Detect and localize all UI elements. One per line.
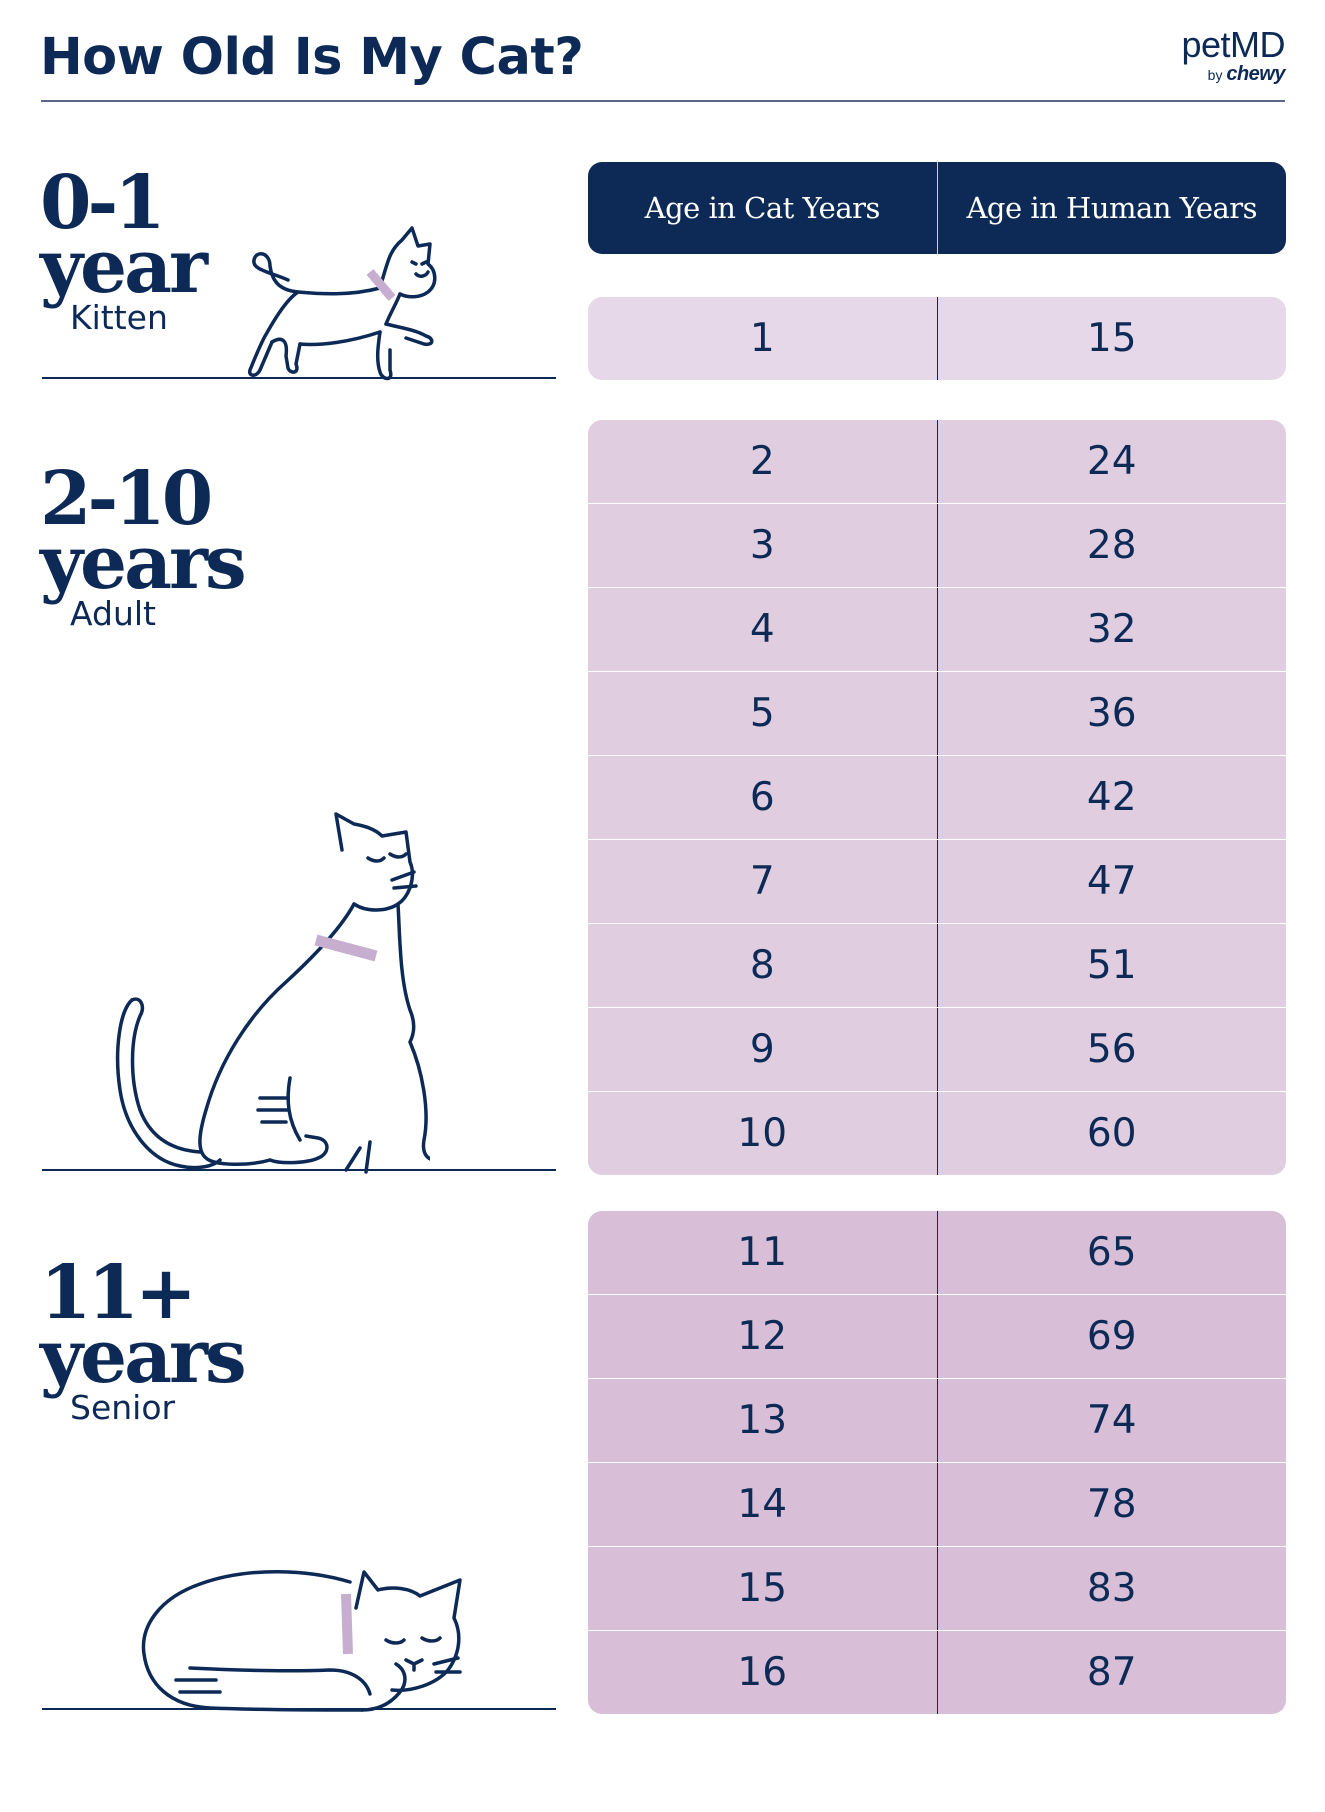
human-years-cell: 78 — [936, 1463, 1287, 1546]
stage-unit: years — [40, 1314, 247, 1400]
table-row: 7 47 — [588, 839, 1286, 923]
human-years-cell: 36 — [936, 672, 1287, 755]
table-row: 2 24 — [588, 420, 1286, 503]
cat-years-cell: 4 — [749, 607, 775, 652]
cat-years-cell: 5 — [749, 691, 775, 736]
cat-years-cell: 8 — [749, 943, 775, 988]
table-header: Age in Cat Years Age in Human Years — [588, 162, 1286, 254]
cat-years-cell: 15 — [737, 1566, 788, 1611]
ground-line — [42, 1169, 556, 1171]
table-row: 1 15 — [588, 297, 1286, 380]
table-row: 16 87 — [588, 1630, 1286, 1714]
cat-years-cell: 6 — [749, 775, 775, 820]
cat-years-cell: 3 — [749, 523, 775, 568]
table-row: 13 74 — [588, 1378, 1286, 1462]
stage-kitten: 0-1 year Kitten — [40, 160, 208, 338]
walking-cat-illustration — [247, 226, 437, 381]
table-row: 6 42 — [588, 755, 1286, 839]
human-years-cell: 28 — [936, 504, 1287, 587]
cat-years-cell: 2 — [749, 439, 775, 484]
stage-unit: years — [40, 520, 247, 606]
ground-line — [42, 377, 556, 379]
human-years-cell: 15 — [936, 297, 1287, 380]
table-row: 8 51 — [588, 923, 1286, 1007]
human-years-cell: 87 — [936, 1631, 1287, 1714]
cat-years-cell: 11 — [737, 1230, 788, 1275]
table-row: 15 83 — [588, 1546, 1286, 1630]
stage-unit: year — [40, 224, 208, 310]
table-row: 9 56 — [588, 1007, 1286, 1091]
sleeping-cat-illustration — [141, 1570, 462, 1712]
table-row: 14 78 — [588, 1462, 1286, 1546]
petmd-logo: petMD by chewy — [1181, 24, 1286, 85]
page-title: How Old Is My Cat? — [40, 28, 584, 87]
human-years-cell: 60 — [936, 1092, 1287, 1175]
stage-label: Adult — [70, 594, 156, 633]
column-header-human-years: Age in Human Years — [936, 162, 1287, 254]
adult-table-block: 2 24 3 28 4 32 5 36 6 42 7 47 8 51 9 56 10 60 — [588, 420, 1286, 1175]
human-years-cell: 24 — [936, 420, 1287, 503]
brand-by-text: by — [1207, 67, 1223, 83]
stage-senior: 11+ years Senior — [40, 1250, 247, 1428]
senior-table-block: 11 65 12 69 13 74 14 78 15 83 16 87 — [588, 1211, 1286, 1714]
stage-range: 0-1 — [40, 160, 166, 246]
column-header-cat-years: Age in Cat Years — [644, 191, 881, 225]
cat-years-cell: 12 — [737, 1314, 788, 1359]
human-years-cell: 32 — [936, 588, 1287, 671]
cat-years-cell: 13 — [737, 1398, 788, 1443]
stage-range: 11+ — [40, 1250, 197, 1336]
table-row: 12 69 — [588, 1294, 1286, 1378]
human-years-cell: 83 — [936, 1547, 1287, 1630]
kitten-table-block: 1 15 — [588, 297, 1286, 380]
header-divider — [41, 100, 1285, 102]
stage-label: Senior — [70, 1388, 176, 1427]
brand-byline: by chewy — [1181, 63, 1286, 85]
human-years-cell: 42 — [936, 756, 1287, 839]
stage-adult: 2-10 years Adult — [40, 456, 247, 634]
table-row: 10 60 — [588, 1091, 1286, 1175]
human-years-cell: 51 — [936, 924, 1287, 1007]
cat-years-cell: 1 — [749, 316, 775, 361]
table-row: 4 32 — [588, 587, 1286, 671]
table-row: 3 28 — [588, 503, 1286, 587]
stage-range: 2-10 — [40, 456, 213, 542]
human-years-cell: 56 — [936, 1008, 1287, 1091]
cat-years-cell: 9 — [749, 1027, 775, 1072]
human-years-cell: 69 — [936, 1295, 1287, 1378]
cat-years-cell: 7 — [749, 859, 775, 904]
human-years-cell: 47 — [936, 840, 1287, 923]
stage-label: Kitten — [70, 298, 168, 337]
sitting-cat-illustration — [115, 812, 430, 1174]
table-row: 5 36 — [588, 671, 1286, 755]
cat-years-cell: 10 — [737, 1111, 788, 1156]
table-row: 11 65 — [588, 1211, 1286, 1294]
cat-years-cell: 16 — [737, 1650, 788, 1695]
brand-sub-text: chewy — [1226, 63, 1285, 85]
brand-name: petMD — [1181, 24, 1285, 65]
human-years-cell: 65 — [936, 1211, 1287, 1294]
human-years-cell: 74 — [936, 1379, 1287, 1462]
cat-years-cell: 14 — [737, 1482, 788, 1527]
